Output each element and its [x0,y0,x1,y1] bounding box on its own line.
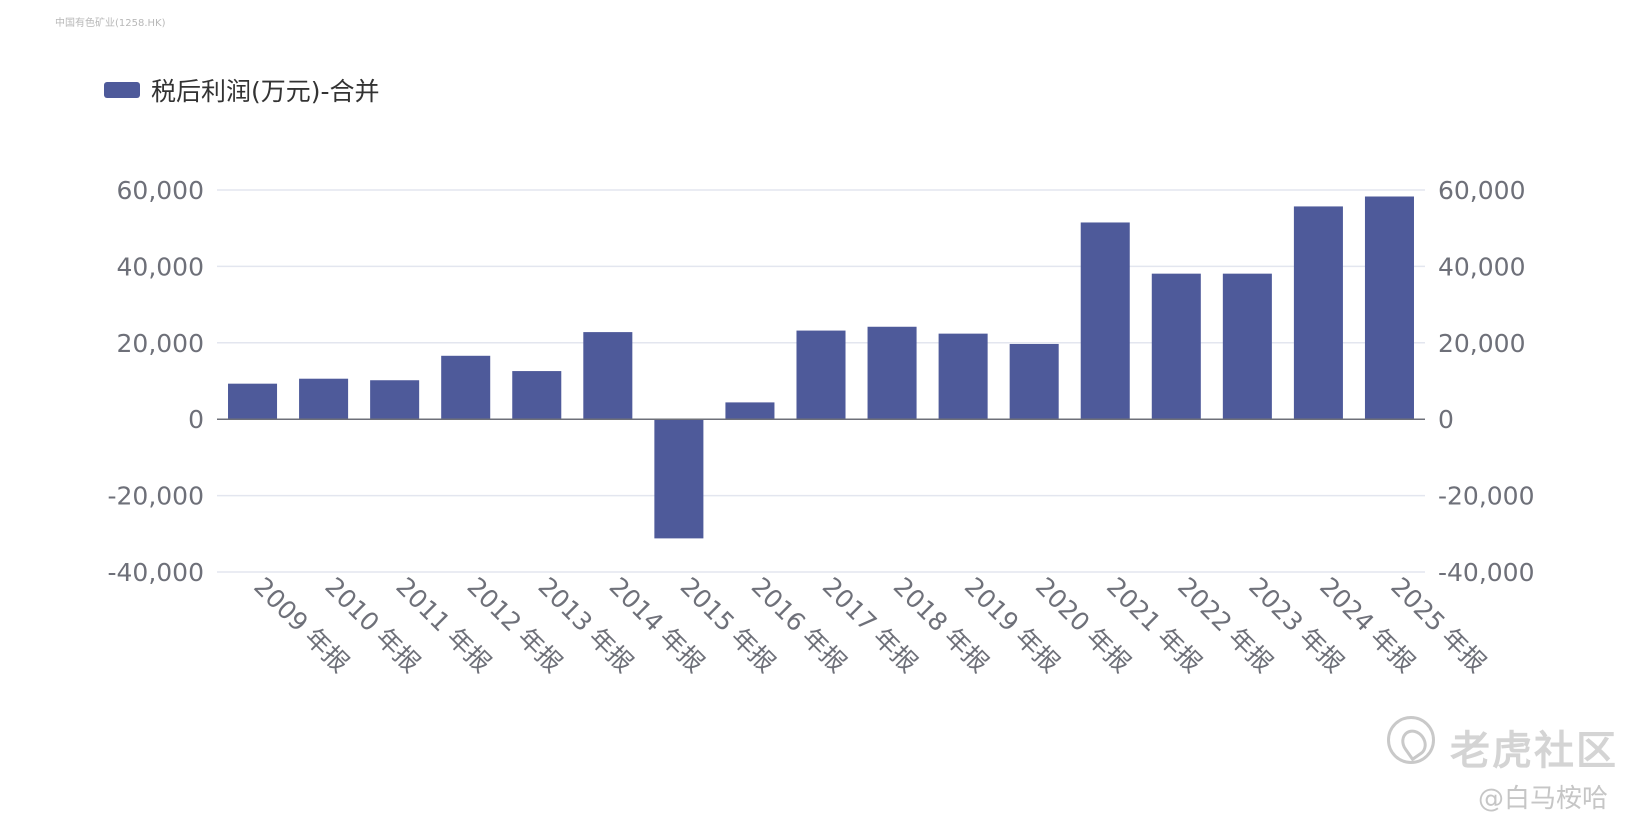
y-axis-left-labels: 60,000 40,000 20,000 0 -20,000 -40,000 [108,176,205,587]
bar[interactable] [583,332,633,420]
source-label: 中国有色矿业(1258.HK) [55,18,166,29]
y-axis-right-labels: 60,000 40,000 20,000 0 -20,000 -40,000 [1438,176,1535,587]
bar[interactable] [370,380,420,420]
y-tick-label-right: 60,000 [1438,176,1525,205]
watermark-user: @白马桉哈 [1478,784,1609,814]
y-tick-label-left: 20,000 [117,329,204,358]
y-tick-label-right: -20,000 [1438,482,1535,511]
y-tick-label-left: -40,000 [108,558,205,587]
y-tick-label-left: 40,000 [117,252,204,281]
bar[interactable] [796,330,846,420]
bar[interactable] [1080,222,1130,420]
bar[interactable] [1009,343,1059,420]
bar[interactable] [725,402,775,420]
y-tick-label-right: 20,000 [1438,329,1525,358]
bar[interactable] [867,326,917,420]
bar[interactable] [654,419,704,539]
bars [228,196,1414,539]
y-tick-label-left: 60,000 [117,176,204,205]
legend-swatch [104,82,140,98]
y-tick-label-right: -40,000 [1438,558,1535,587]
bar[interactable] [441,355,491,420]
bar[interactable] [512,371,562,420]
bar[interactable] [228,383,278,420]
y-tick-label-right: 40,000 [1438,252,1525,281]
bar[interactable] [1364,196,1414,420]
bar[interactable] [938,333,988,420]
grid-lines [217,189,1425,573]
tiger-logo-icon [1387,716,1435,764]
legend[interactable]: 税后利润(万元)-合并 [104,72,380,108]
bar[interactable] [1151,273,1201,420]
bar[interactable] [1222,273,1272,420]
bar[interactable] [299,378,349,420]
y-tick-label-left: 0 [188,405,204,434]
watermark-brand: 老虎社区 [1450,728,1618,774]
y-tick-label-right: 0 [1438,405,1454,434]
y-tick-label-left: -20,000 [108,482,205,511]
bar[interactable] [1293,206,1343,420]
legend-label: 税后利润(万元)-合并 [151,77,380,106]
